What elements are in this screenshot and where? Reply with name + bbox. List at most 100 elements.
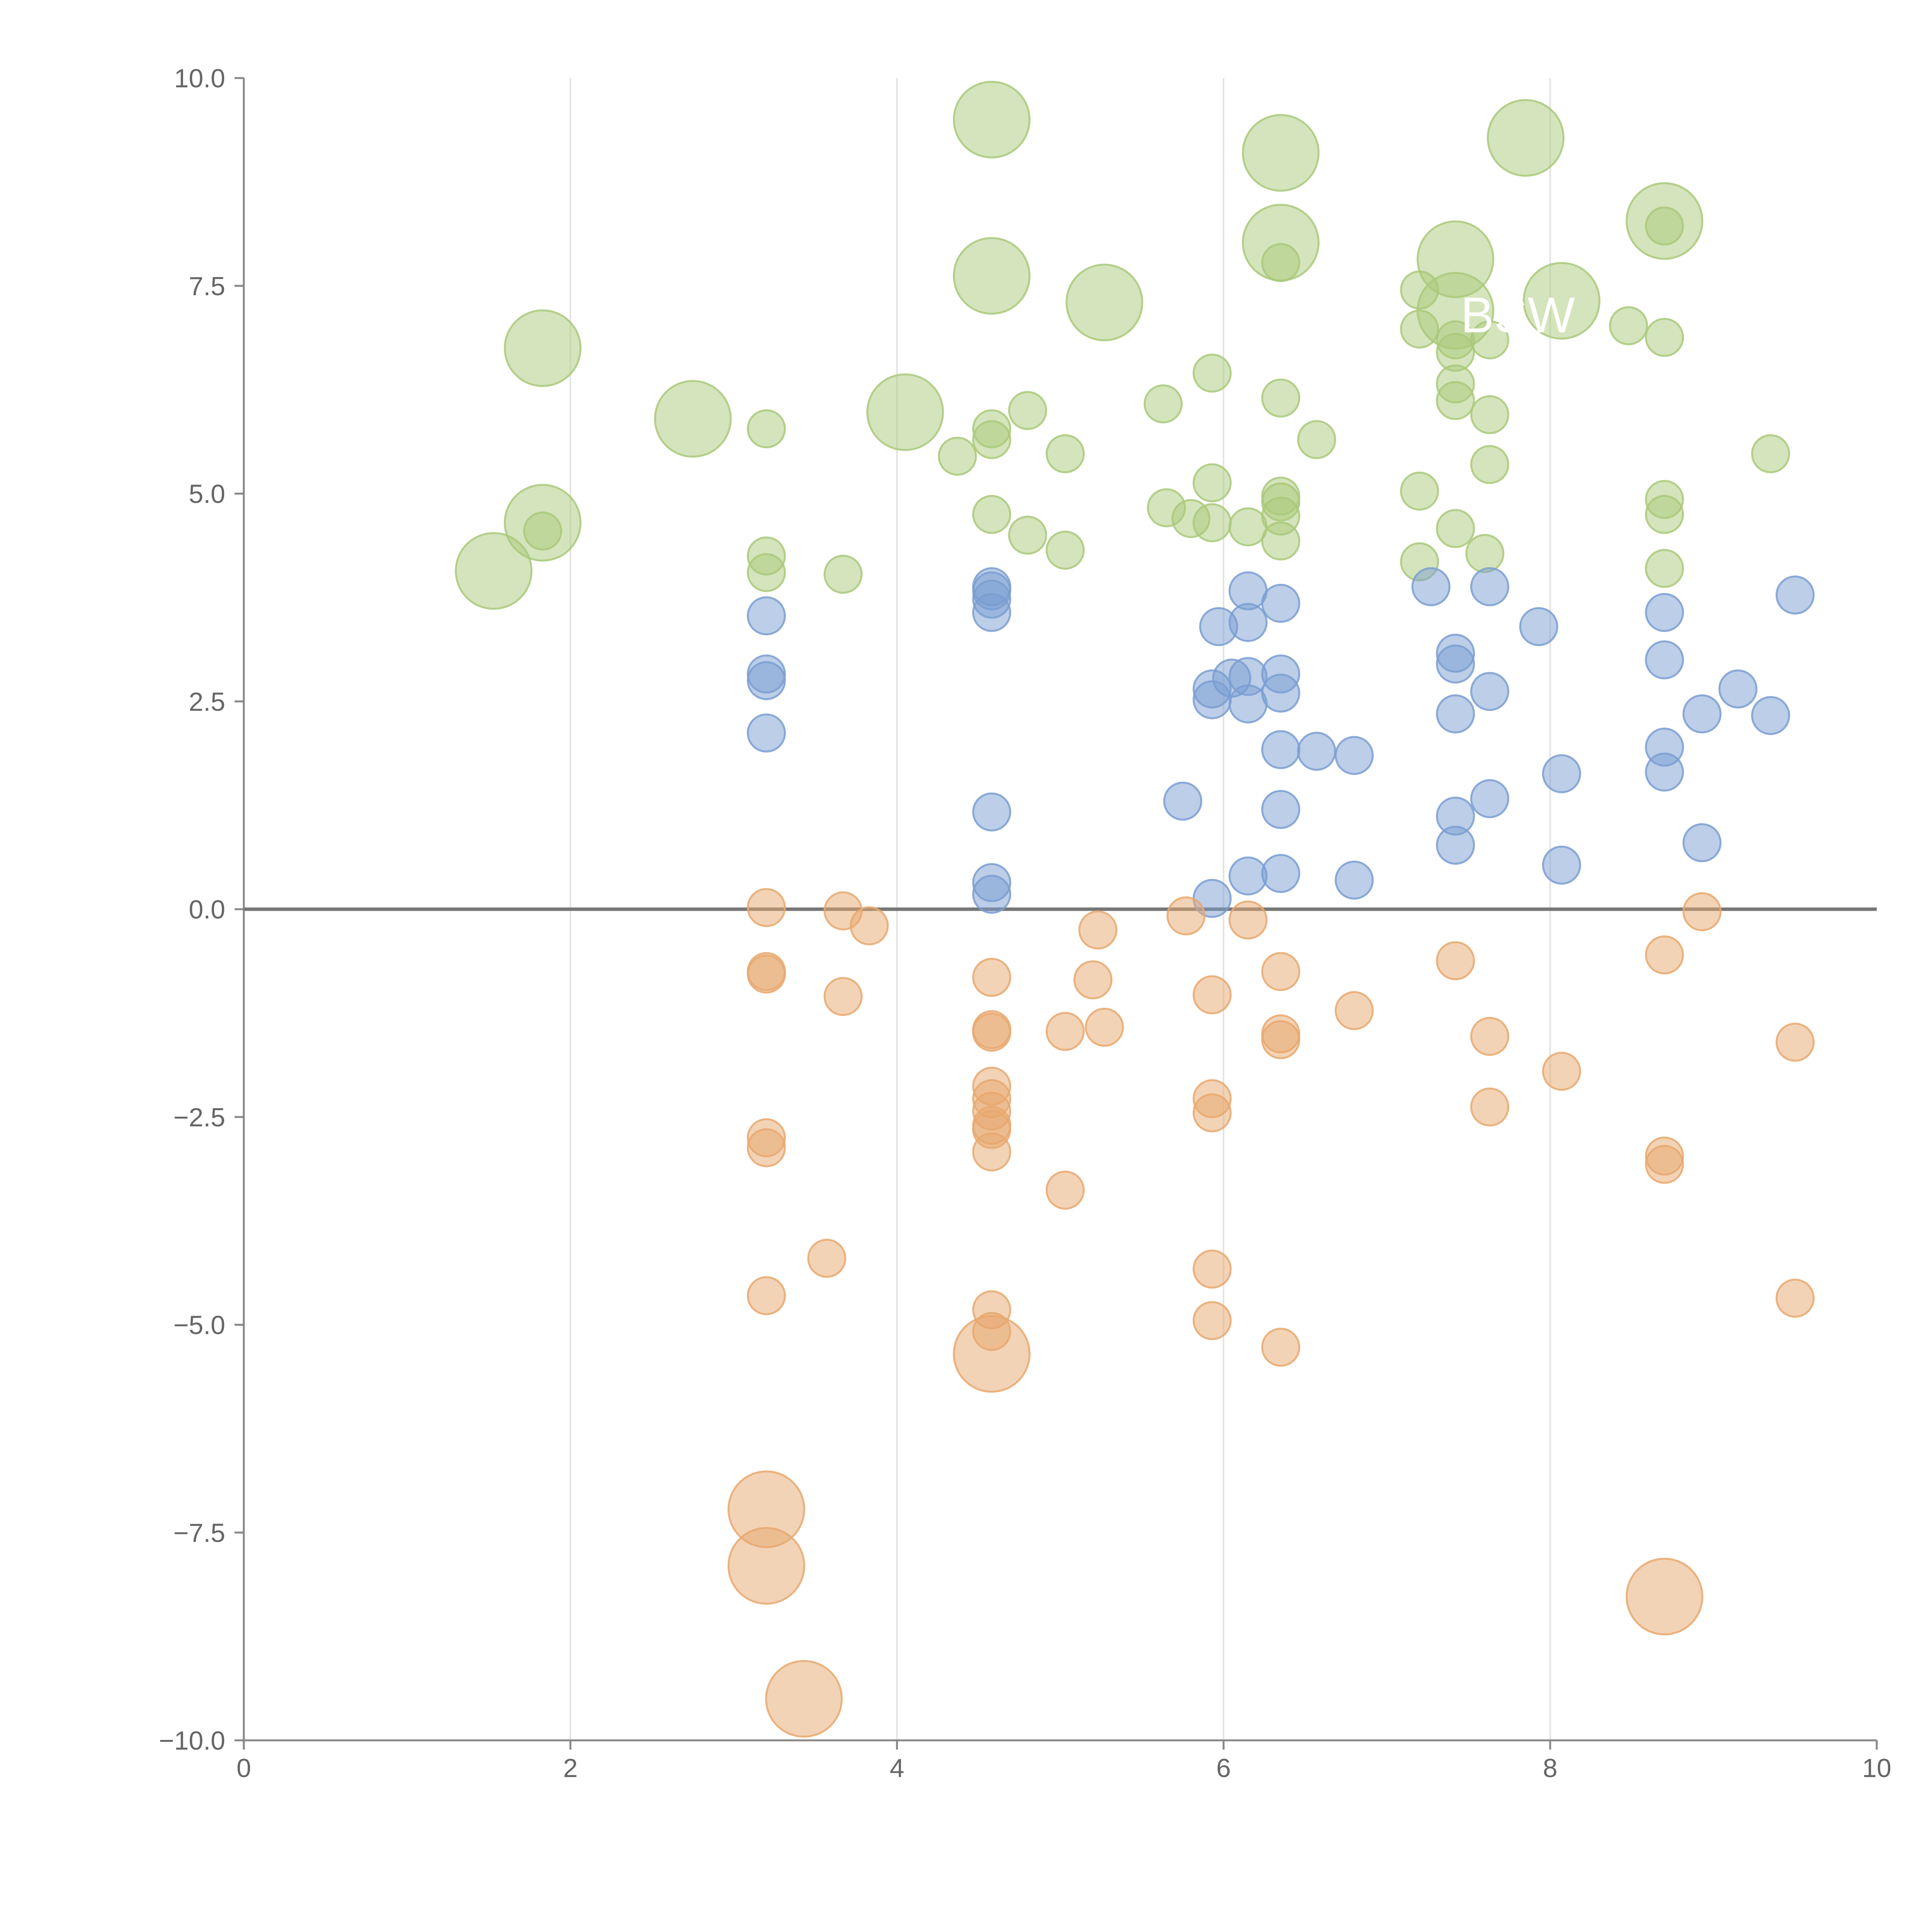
- data-point-low: [1542, 1051, 1581, 1091]
- data-point-high: [1470, 445, 1509, 484]
- data-point-high: [1192, 463, 1232, 503]
- data-point-medium: [1228, 856, 1268, 896]
- data-point-medium: [1436, 644, 1475, 684]
- data-point-medium: [1192, 680, 1232, 719]
- data-point-medium: [1470, 779, 1509, 818]
- y-tick-label: 5.0: [189, 480, 225, 509]
- data-point-medium: [1776, 575, 1815, 615]
- data-point-high: [1400, 270, 1439, 310]
- y-tick-label: −7.5: [173, 1518, 225, 1548]
- data-point-low: [1046, 1170, 1085, 1210]
- data-point-high: [938, 437, 977, 476]
- data-point-high: [1228, 507, 1268, 547]
- data-point-low: [1192, 975, 1232, 1015]
- data-point-low: [1776, 1279, 1815, 1318]
- data-point-high: [1008, 515, 1047, 555]
- data-point-medium: [1436, 825, 1475, 865]
- data-point-high: [972, 495, 1012, 534]
- data-point-medium: [1335, 736, 1374, 775]
- data-point-high: [747, 553, 786, 592]
- data-point-medium: [1163, 781, 1202, 821]
- data-point-low: [1085, 1007, 1124, 1047]
- data-point-medium: [747, 596, 786, 636]
- data-point-high: [503, 309, 582, 387]
- data-points: [455, 81, 1815, 1738]
- x-tick-label: 6: [1216, 1753, 1231, 1783]
- x-tick-label: 8: [1543, 1753, 1558, 1783]
- data-point-high: [1261, 521, 1301, 561]
- data-point-high: [1465, 534, 1505, 573]
- data-point-low: [727, 1527, 805, 1605]
- data-point-high: [866, 373, 944, 451]
- data-point-medium: [1335, 861, 1374, 900]
- data-point-high: [1143, 384, 1183, 423]
- data-point-low: [1073, 960, 1113, 1000]
- data-point-medium: [1645, 752, 1684, 792]
- data-point-low: [972, 957, 1012, 997]
- data-point-medium: [747, 713, 786, 753]
- x-tick-label: 0: [236, 1753, 251, 1783]
- data-point-medium: [1261, 730, 1301, 769]
- data-point-medium: [1470, 567, 1509, 606]
- y-tick-label: 0.0: [189, 895, 225, 924]
- data-point-high: [1645, 495, 1684, 534]
- tick-labels: 0 2 4 6 8 10 10.0 7.5 5.0 2.5 0.0 −2.5 −5.0 −7.5 −10.0: [159, 64, 1891, 1783]
- data-point-low: [1776, 1022, 1815, 1062]
- data-point-high: [1046, 531, 1085, 570]
- data-point-low: [972, 1010, 1012, 1049]
- data-point-high: [1436, 509, 1475, 548]
- data-point-low: [1192, 1301, 1232, 1340]
- data-point-high: [953, 81, 1031, 159]
- data-point-low: [747, 888, 786, 927]
- data-point-low: [747, 1276, 786, 1315]
- data-point-high: [455, 532, 533, 610]
- data-point-high: [1261, 378, 1301, 418]
- data-point-low: [1436, 941, 1475, 980]
- data-point-high: [1400, 471, 1439, 511]
- x-tick-label: 10: [1862, 1753, 1891, 1783]
- data-point-high: [747, 409, 786, 449]
- data-point-high: [1400, 310, 1439, 349]
- callouts: BSW: [1461, 287, 1575, 343]
- data-point-medium: [1228, 684, 1268, 724]
- data-point-low: [850, 906, 889, 946]
- data-point-high: [972, 420, 1012, 459]
- data-point-low: [1192, 1249, 1232, 1289]
- data-point-low: [1166, 896, 1206, 935]
- data-point-high: [1751, 434, 1790, 473]
- data-point-high: [1609, 306, 1648, 345]
- data-point-low: [1261, 952, 1301, 991]
- x-tick-label: 4: [889, 1753, 904, 1783]
- data-point-low: [747, 1128, 786, 1167]
- data-point-medium: [972, 792, 1012, 832]
- data-point-medium: [747, 661, 786, 700]
- x-tick-label: 2: [563, 1753, 578, 1783]
- data-point-medium: [1436, 694, 1475, 734]
- data-point-low: [972, 1132, 1012, 1172]
- data-point-medium: [1718, 669, 1758, 709]
- data-point-low: [1078, 910, 1117, 950]
- data-point-high: [1522, 262, 1600, 340]
- data-point-medium: [1645, 593, 1684, 632]
- data-point-high: [1470, 320, 1509, 360]
- data-point-high: [1436, 381, 1475, 420]
- data-point-low: [1470, 1017, 1509, 1056]
- data-point-low: [807, 1238, 847, 1278]
- y-tick-label: −5.0: [173, 1311, 225, 1340]
- data-point-medium: [1645, 640, 1684, 680]
- data-point-high: [953, 237, 1031, 315]
- data-point-low: [765, 1660, 843, 1738]
- data-point-high: [1645, 318, 1684, 357]
- data-point-high: [1242, 114, 1320, 192]
- data-point-medium: [1297, 731, 1336, 771]
- data-point-medium: [1682, 823, 1722, 862]
- data-point-medium: [1261, 673, 1301, 713]
- data-point-high: [1261, 243, 1301, 282]
- data-point-high: [1065, 264, 1143, 342]
- y-tick-label: 7.5: [189, 272, 225, 301]
- data-point-high: [523, 511, 562, 551]
- data-point-low: [1645, 935, 1684, 975]
- data-point-medium: [1519, 607, 1558, 646]
- data-point-medium: [1751, 696, 1790, 735]
- data-point-high: [823, 554, 863, 594]
